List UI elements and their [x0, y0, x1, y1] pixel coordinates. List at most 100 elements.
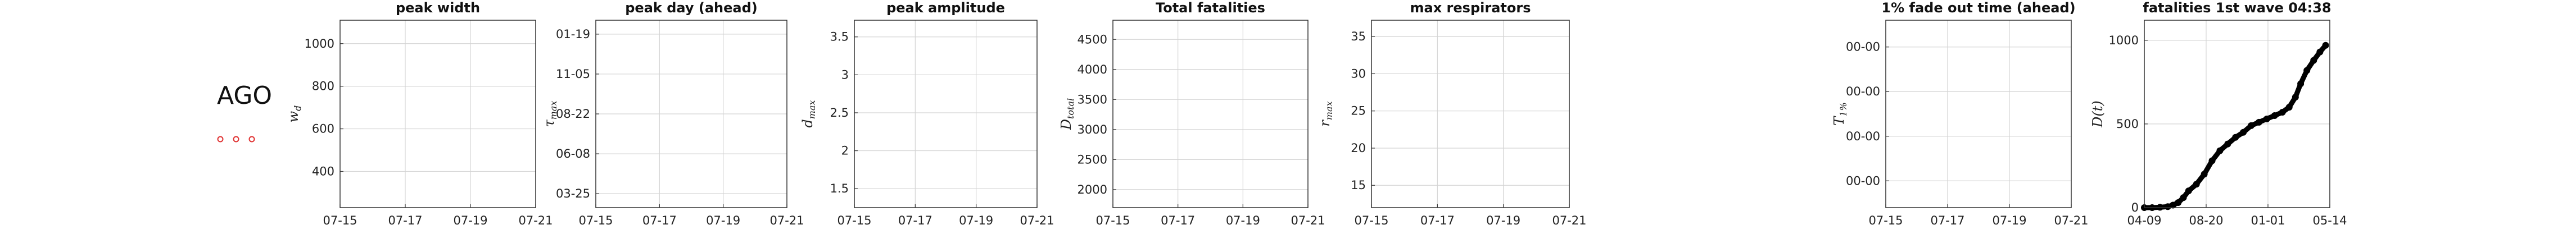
data-point: [2279, 109, 2286, 116]
y-tick-label: 25: [1351, 104, 1366, 118]
chart-panel-3: peak amplitude 07-15 07-17 07-19 07-21 1.5 2 2.…: [800, 0, 1054, 227]
data-point: [2271, 112, 2278, 119]
data-point: [2180, 194, 2187, 201]
y-tick-label: 1.5: [830, 182, 849, 195]
x-tick-label: 04-09: [2127, 214, 2161, 227]
y-axis-label: D(t): [2090, 100, 2106, 128]
y-tick-label: 00-00: [1846, 40, 1880, 54]
x-tick-label: 07-17: [642, 214, 677, 227]
country-code: AGO: [217, 81, 273, 110]
chart-title: fatalities 1st wave 04:38: [2143, 0, 2331, 16]
chart-panel-2: peak day (ahead) 07-15 07-17 07-19 07-21 03-2…: [541, 0, 804, 227]
data-point: [2208, 157, 2216, 164]
y-tick-label: 00-00: [1846, 174, 1880, 187]
data-point: [2224, 140, 2231, 148]
x-tick-label: 07-17: [898, 214, 932, 227]
plot-frame: [339, 20, 536, 208]
chart-title: peak width: [396, 0, 480, 16]
plot-frame: [854, 20, 1038, 208]
data-point: [2248, 122, 2255, 129]
data-point: [2303, 67, 2311, 74]
data-point: [2175, 199, 2182, 207]
y-tick-label: 500: [2116, 117, 2139, 131]
x-tick-label: 07-19: [453, 214, 487, 227]
y-tick-label: 3000: [1078, 123, 1107, 136]
plot-frame: [2144, 20, 2330, 208]
x-tick-label: 07-15: [323, 214, 357, 227]
y-tick-label: 2000: [1078, 183, 1107, 196]
x-tick-label: 07-15: [1354, 214, 1388, 227]
x-tick-label: 07-17: [1161, 214, 1195, 227]
x-tick-label: 07-21: [2054, 214, 2088, 227]
y-tick-label: 2: [841, 144, 849, 158]
y-tick-label: 15: [1351, 178, 1366, 192]
data-point: [2263, 115, 2270, 122]
data-point: [2164, 203, 2171, 210]
y-axis-label: τmax: [541, 100, 559, 127]
x-tick-label: 07-19: [959, 214, 993, 227]
y-tick-label: 06-08: [556, 147, 590, 160]
y-tick-label: 3: [841, 68, 849, 81]
chart-panel-6: 1% fade out time (ahead) 07-15 07-17 07-19 0…: [1831, 0, 2089, 227]
x-tick-label: 07-19: [1992, 214, 2026, 227]
chart-panel-7: fatalities 1st wave 04:38 04-09 08-20 01-01…: [2090, 0, 2347, 227]
x-tick-label: 07-19: [706, 214, 740, 227]
x-tick-label: 07-17: [1930, 214, 1964, 227]
chart-panel-5: max respirators 07-15 07-17 07-19 07-21 15 20 2…: [1317, 0, 1587, 227]
chart-title: max respirators: [1410, 0, 1531, 16]
y-tick-label: 00-00: [1846, 130, 1880, 143]
y-tick-label: 4500: [1078, 33, 1107, 46]
data-point: [2169, 201, 2176, 209]
x-tick-label: 07-21: [1291, 214, 1325, 227]
chart-title: Total fatalities: [1156, 0, 1265, 16]
x-tick-label: 07-19: [1486, 214, 1520, 227]
chart-panel-1: peak width 07-15 07-17 07-19 07-21 400 600 800 1…: [286, 0, 553, 227]
chart-title: peak amplitude: [886, 0, 1005, 16]
data-point: [2185, 187, 2192, 195]
y-tick-label: 03-25: [556, 187, 590, 200]
y-axis-label: Dtotal: [1058, 98, 1076, 130]
chart-title: peak day (ahead): [625, 0, 757, 16]
x-tick-label: 07-15: [837, 214, 871, 227]
y-tick-label: 3.5: [830, 30, 849, 44]
data-point: [2255, 118, 2262, 126]
y-tick-label: 0: [2131, 201, 2139, 214]
data-point: [2322, 42, 2329, 49]
marker-1: [217, 136, 224, 143]
x-tick-label: 07-17: [1420, 214, 1455, 227]
plot-frame: [1885, 20, 2072, 208]
y-axis-label: wd: [286, 105, 303, 123]
marker-3: [248, 136, 255, 143]
data-point: [2232, 134, 2239, 141]
x-tick-label: 05-14: [2312, 214, 2347, 227]
chart-title: 1% fade out time (ahead): [1881, 0, 2075, 16]
x-tick-label: 08-20: [2189, 214, 2223, 227]
y-tick-label: 2500: [1078, 153, 1107, 166]
y-tick-label: 2.5: [830, 106, 849, 120]
y-tick-label: 1000: [305, 37, 334, 51]
data-point: [2193, 181, 2200, 188]
y-tick-label: 00-00: [1846, 85, 1880, 98]
x-tick-label: 01-01: [2251, 214, 2285, 227]
y-tick-label: 08-22: [556, 107, 590, 121]
y-tick-label: 35: [1351, 30, 1366, 43]
x-tick-label: 07-21: [1020, 214, 1054, 227]
x-tick-label: 07-15: [1095, 214, 1130, 227]
data-point: [2240, 129, 2247, 136]
x-tick-label: 07-21: [518, 214, 553, 227]
data-point: [2201, 171, 2208, 178]
y-tick-label: 400: [312, 164, 334, 178]
data-point: [2285, 104, 2293, 111]
data-point: [2310, 57, 2317, 64]
y-tick-label: 800: [312, 80, 334, 93]
x-tick-label: 07-15: [578, 214, 613, 227]
y-axis-label: T1%: [1831, 102, 1849, 125]
data-point: [2297, 80, 2305, 88]
marker-2: [233, 136, 239, 143]
chart-panel-4: Total fatalities 07-15 07-17 07-19 07-21 2000…: [1058, 0, 1325, 227]
y-tick-label: 20: [1351, 141, 1366, 155]
x-tick-label: 07-19: [1226, 214, 1260, 227]
x-tick-label: 07-17: [388, 214, 422, 227]
y-axis-label: dmax: [800, 100, 817, 127]
data-point: [2292, 94, 2299, 101]
